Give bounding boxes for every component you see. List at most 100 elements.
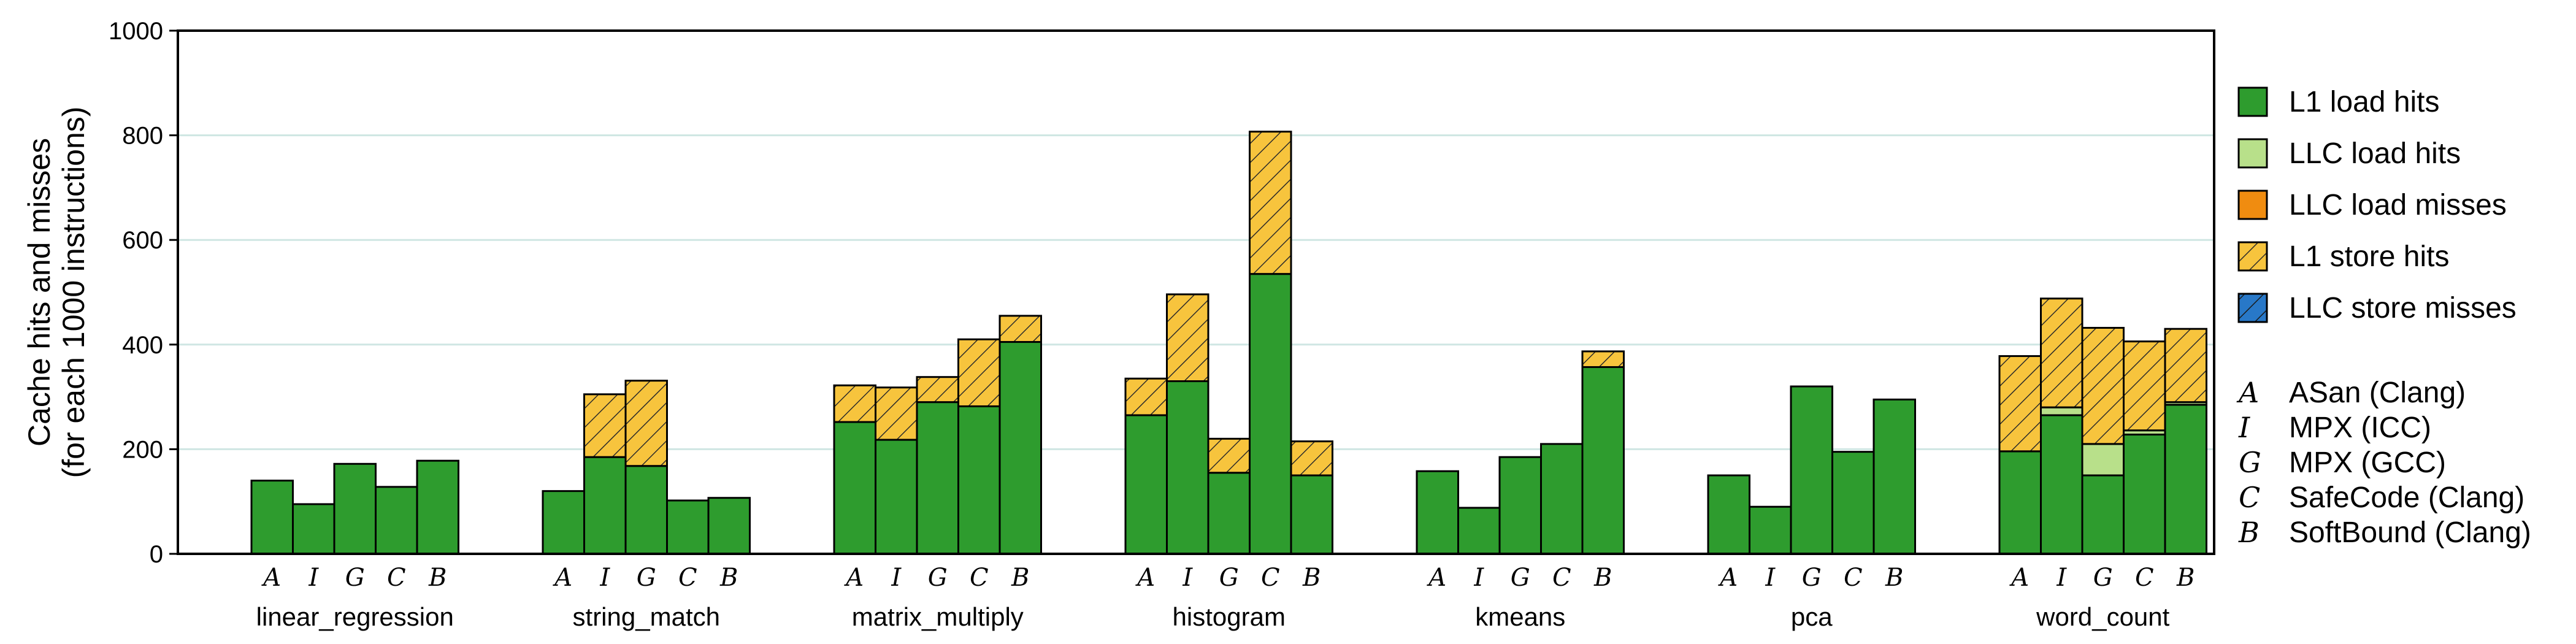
x-sub-label: I: [308, 564, 319, 592]
y-tick-label: 800: [122, 123, 163, 150]
tool-name: ASan (Clang): [2289, 377, 2466, 409]
bar-word-count-G-l1-load-hits: [2081, 474, 2125, 555]
bar-string-match-G-l1-store-hits: [624, 380, 668, 467]
bar-string-match-C-l1-load-hits: [666, 499, 710, 555]
x-sub-label: I: [599, 564, 610, 592]
bar-linear-regression-A-l1-load-hits: [250, 480, 294, 555]
legend-swatch-llc-load-hits: [2237, 138, 2268, 169]
x-sub-label: I: [891, 564, 902, 592]
bar-matrix-multiply-A-l1-load-hits: [833, 421, 876, 555]
bar-kmeans-I-l1-load-hits: [1457, 507, 1501, 555]
x-sub-label: A: [843, 564, 864, 592]
bar-histogram-A-l1-load-hits: [1124, 414, 1168, 555]
bar-histogram-I-l1-store-hits: [1166, 293, 1209, 383]
y-axis-title-line: Cache hits and misses: [22, 138, 56, 447]
x-sub-label: B: [2176, 564, 2195, 592]
bar-word-count-I-llc-load-hits: [2040, 406, 2083, 416]
legend-swatch-llc-store-misses: [2237, 293, 2268, 323]
bar-kmeans-C-l1-load-hits: [1540, 443, 1584, 555]
bar-string-match-A-l1-load-hits: [542, 490, 585, 555]
x-sub-label: A: [1135, 564, 1155, 592]
bar-histogram-G-l1-store-hits: [1207, 437, 1251, 474]
bar-linear-regression-G-l1-load-hits: [333, 462, 377, 555]
tool-name: SafeCode (Clang): [2289, 481, 2524, 514]
bar-matrix-multiply-C-l1-load-hits: [957, 405, 1001, 555]
x-sub-label: C: [1844, 564, 1863, 592]
bar-word-count-A-l1-store-hits: [1998, 355, 2042, 453]
bar-linear-regression-C-l1-load-hits: [375, 486, 418, 555]
x-sub-label: B: [428, 564, 447, 592]
tool-name: MPX (GCC): [2289, 447, 2446, 479]
x-sub-label: G: [1219, 564, 1239, 592]
bar-matrix-multiply-B-l1-load-hits: [999, 341, 1042, 555]
x-sub-label: I: [1473, 564, 1484, 592]
x-sub-label: A: [1426, 564, 1446, 592]
x-sub-label: B: [1593, 564, 1612, 592]
legend-label: LLC store misses: [2289, 292, 2517, 324]
tool-key: G: [2239, 446, 2261, 479]
x-sub-label: G: [1802, 564, 1822, 592]
y-axis-title: Cache hits and misses(for each 1000 inst…: [22, 107, 91, 478]
bar-word-count-B-l1-load-hits: [2164, 404, 2207, 555]
bar-word-count-A-l1-load-hits: [1998, 450, 2042, 555]
y-axis-title-line: (for each 1000 instructions): [56, 107, 91, 478]
bar-matrix-multiply-I-l1-load-hits: [875, 439, 918, 555]
bar-histogram-A-l1-store-hits: [1124, 377, 1168, 416]
bar-histogram-C-l1-store-hits: [1249, 131, 1292, 275]
x-sub-label: A: [552, 564, 572, 592]
bar-histogram-C-l1-load-hits: [1249, 273, 1292, 555]
x-group-label: pca: [1791, 602, 1833, 631]
bar-pca-G-l1-load-hits: [1790, 385, 1833, 555]
x-sub-label: C: [678, 564, 697, 592]
y-tick-label: 0: [150, 541, 163, 568]
x-sub-label: G: [637, 564, 656, 592]
bar-pca-A-l1-load-hits: [1707, 474, 1750, 555]
x-group-label: linear_regression: [256, 602, 454, 631]
tool-key: C: [2239, 481, 2260, 514]
bar-word-count-I-l1-store-hits: [2040, 297, 2083, 408]
x-sub-label: A: [2009, 564, 2029, 592]
x-sub-label: C: [970, 564, 989, 592]
bar-string-match-I-l1-store-hits: [583, 393, 627, 458]
x-sub-label: C: [2135, 564, 2154, 592]
axes: [169, 29, 2215, 555]
bar-kmeans-G-l1-load-hits: [1498, 456, 1542, 555]
legend: L1 load hits LLC load hits LLC load misses…: [2236, 86, 2531, 549]
x-sub-label: C: [1261, 564, 1280, 592]
x-group-label: matrix_multiply: [852, 602, 1024, 631]
bar-histogram-B-l1-store-hits: [1290, 440, 1333, 477]
bar-kmeans-B-l1-load-hits: [1581, 366, 1625, 555]
bar-word-count-C-l1-load-hits: [2123, 434, 2166, 555]
bar-matrix-multiply-G-l1-load-hits: [916, 401, 959, 555]
x-sub-label: B: [719, 564, 738, 592]
legend-label: L1 store hits: [2289, 240, 2449, 273]
bar-matrix-multiply-A-l1-store-hits: [833, 384, 876, 423]
bar-pca-C-l1-load-hits: [1831, 451, 1875, 555]
bar-pca-B-l1-load-hits: [1873, 398, 1916, 555]
x-sub-label: G: [2093, 564, 2113, 592]
bar-linear-regression-I-l1-load-hits: [292, 503, 335, 555]
bar-kmeans-A-l1-load-hits: [1416, 470, 1459, 555]
x-group-label: kmeans: [1475, 602, 1565, 631]
x-sub-label: G: [1511, 564, 1530, 592]
legend-label: LLC load hits: [2289, 137, 2461, 170]
y-tick-label: 200: [122, 436, 163, 463]
bar-word-count-I-l1-load-hits: [2040, 414, 2083, 555]
legend-label: LLC load misses: [2289, 189, 2507, 221]
x-sub-label: I: [1182, 564, 1193, 592]
x-sub-label: I: [1765, 564, 1776, 592]
bar-linear-regression-B-l1-load-hits: [416, 459, 459, 555]
x-sub-label: C: [1552, 564, 1571, 592]
x-sub-label: B: [1885, 564, 1903, 592]
tool-name: MPX (ICC): [2289, 412, 2431, 444]
bar-matrix-multiply-G-l1-store-hits: [916, 376, 959, 404]
bar-pca-I-l1-load-hits: [1749, 505, 1792, 555]
bars: [250, 131, 2207, 555]
x-group-label: histogram: [1173, 602, 1286, 631]
bar-word-count-B-l1-store-hits: [2164, 328, 2207, 404]
bar-word-count-G-l1-store-hits: [2081, 327, 2125, 445]
y-tick-label: 600: [122, 227, 163, 254]
x-sub-label: B: [1011, 564, 1029, 592]
y-tick-label: 400: [122, 332, 163, 359]
